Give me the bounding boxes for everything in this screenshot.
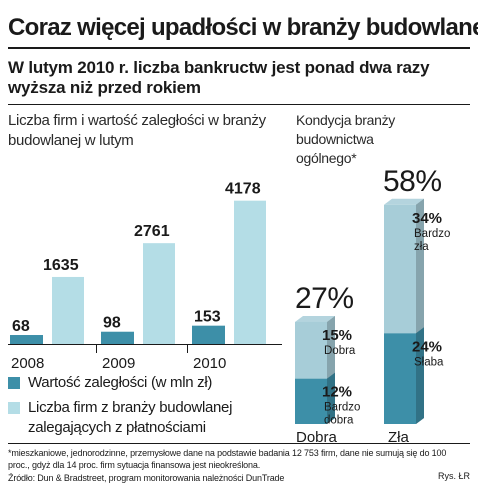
bar-arrears-2009 bbox=[101, 331, 134, 344]
legend-label-companies: Liczba firm z branży budowlanej zalegają… bbox=[28, 399, 233, 436]
segment-name-Dobra-Bardzo dobra-1: dobra bbox=[324, 415, 354, 427]
value-label-companies-2008: 1635 bbox=[43, 257, 79, 274]
segment-value-Dobra-Dobra: 15% bbox=[322, 327, 352, 344]
column-total-Zła: 58% bbox=[383, 165, 442, 198]
segment-side-Dobra-Dobra bbox=[327, 315, 335, 379]
segment-side-Zła-Słaba bbox=[416, 327, 424, 424]
section-rule bbox=[8, 104, 470, 105]
footer-rule bbox=[8, 443, 470, 444]
segment-value-Zła-Bardzo zła: 34% bbox=[412, 210, 442, 227]
segment-side-Zła-Bardzo zła bbox=[416, 198, 424, 334]
segment-Zła-Słaba bbox=[384, 333, 416, 424]
footnote: *mieszkaniowe, jednorodzinne, przemysłow… bbox=[8, 448, 447, 470]
bar-arrears-2008 bbox=[10, 335, 43, 344]
legend-swatch-companies bbox=[8, 402, 20, 414]
left-chart-title: Liczba firm i wartość zaległości w branż… bbox=[8, 112, 266, 149]
x-tick-Zła: Zła bbox=[388, 429, 409, 446]
segment-name-Dobra-Dobra-0: Dobra bbox=[324, 345, 356, 357]
credit: Rys. ŁR bbox=[437, 471, 470, 481]
bar-companies-2008 bbox=[52, 276, 84, 344]
segment-name-Dobra-Bardzo dobra-0: Bardzo bbox=[324, 402, 360, 414]
bar-companies-2010 bbox=[234, 200, 266, 344]
value-label-companies-2009: 2761 bbox=[134, 223, 170, 240]
segment-name-Zła-Bardzo zła-0: Bardzo bbox=[414, 228, 450, 240]
bar-companies-2009 bbox=[143, 243, 175, 344]
column-top-Zła bbox=[384, 198, 424, 205]
x-tick-2010: 2010 bbox=[193, 355, 226, 372]
segment-value-Dobra-Bardzo dobra: 12% bbox=[322, 384, 352, 401]
title-rule bbox=[8, 47, 470, 49]
value-label-arrears-2010: 153 bbox=[194, 309, 221, 326]
segment-Dobra-Bardzo dobra bbox=[295, 378, 327, 424]
segment-name-Zła-Bardzo zła-1: zła bbox=[414, 241, 429, 253]
bar-arrears-2010 bbox=[192, 325, 225, 344]
column-top-Dobra bbox=[295, 315, 335, 322]
x-tick-2009: 2009 bbox=[102, 355, 135, 372]
x-tick-2008: 2008 bbox=[11, 355, 44, 372]
right-chart-title: Kondycja branży budownictwa ogólnego* bbox=[296, 112, 396, 166]
value-label-companies-2010: 4178 bbox=[225, 181, 261, 198]
segment-Dobra-Dobra bbox=[295, 321, 327, 379]
legend-item-arrears: Wartość zaległości (w mln zł) bbox=[8, 373, 298, 393]
legend-swatch-arrears bbox=[8, 377, 20, 389]
segment-Zła-Bardzo zła bbox=[384, 204, 416, 334]
x-tick-Dobra: Dobra bbox=[296, 429, 338, 446]
segment-name-Zła-Słaba-0: Słaba bbox=[414, 356, 444, 368]
value-label-arrears-2009: 98 bbox=[103, 315, 121, 332]
legend-label-arrears: Wartość zaległości (w mln zł) bbox=[28, 374, 213, 391]
segment-side-Dobra-Bardzo dobra bbox=[327, 372, 335, 424]
source-note: Źródło: Dun & Bradstreet, program monito… bbox=[8, 473, 285, 483]
subheadline: W lutym 2010 r. liczba bankructw jest po… bbox=[8, 58, 430, 97]
headline: Coraz więcej upadłości w branży budowlan… bbox=[8, 14, 478, 41]
column-total-Dobra: 27% bbox=[295, 282, 354, 315]
segment-value-Zła-Słaba: 24% bbox=[412, 338, 442, 355]
legend-item-companies: Liczba firm z branży budowlanej zalegają… bbox=[8, 398, 298, 438]
value-label-arrears-2008: 68 bbox=[12, 318, 30, 335]
